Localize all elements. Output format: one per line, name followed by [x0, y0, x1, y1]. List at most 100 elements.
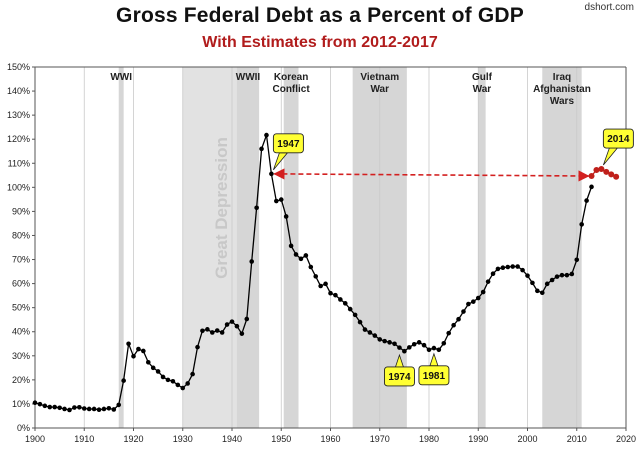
data-point [239, 331, 245, 336]
data-point [219, 330, 225, 335]
chart-title: Gross Federal Debt as a Percent of GDP [116, 4, 524, 27]
x-tick-label: 1950 [271, 434, 291, 444]
x-tick-label: 2010 [567, 434, 587, 444]
data-point [603, 168, 610, 175]
data-point [539, 290, 545, 296]
period-label: Great Depression [212, 137, 231, 279]
data-point [564, 272, 570, 278]
data-point [328, 290, 333, 296]
data-point [397, 345, 402, 350]
y-tick-label: 80% [12, 230, 30, 240]
data-point [190, 371, 195, 377]
data-point [382, 338, 387, 344]
callouts: 1947 2014 1974 1981 [272, 128, 634, 387]
data-point [288, 243, 294, 249]
data-point [593, 167, 600, 174]
x-tick-label: 1930 [173, 434, 193, 444]
data-point [52, 404, 57, 410]
data-point [579, 222, 584, 227]
y-tick-label: 40% [12, 327, 30, 337]
callout-1947: 1947 [272, 133, 304, 171]
data-point [126, 341, 131, 347]
period-label-line: WWI [110, 72, 132, 83]
period-label-line: Afghanistan [533, 84, 591, 95]
x-tick-label: 1970 [370, 434, 390, 444]
data-point [372, 333, 378, 338]
data-point [333, 292, 338, 298]
period-label-line: War [370, 84, 389, 95]
data-point [195, 344, 200, 350]
callout-label: 1981 [423, 371, 446, 382]
data-point [490, 271, 496, 277]
data-point [111, 407, 117, 412]
data-point [160, 374, 166, 380]
y-tick-label: 60% [12, 279, 30, 289]
data-point [588, 173, 595, 180]
data-point [200, 328, 205, 334]
x-tick-label: 1990 [468, 434, 488, 444]
callout-box [272, 133, 304, 154]
data-point [485, 279, 491, 284]
callout-box [418, 365, 450, 386]
data-point [274, 198, 279, 204]
data-point [165, 377, 171, 383]
data-point [229, 319, 235, 324]
data-point [145, 359, 151, 365]
data-point [234, 323, 240, 329]
data-point [214, 328, 220, 333]
data-point [338, 297, 343, 302]
period-label: Vietnam War [360, 72, 399, 95]
callout-label: 1974 [388, 372, 411, 383]
data-point [589, 184, 594, 190]
shaded-periods [118, 67, 582, 428]
data-point [411, 341, 417, 347]
period-label-line: WWII [236, 72, 261, 83]
y-tick-label: 70% [12, 255, 30, 265]
data-point [318, 283, 323, 289]
period-label: Gulf War [472, 72, 493, 95]
data-point [37, 401, 43, 407]
data-point [347, 306, 353, 312]
y-tick-label: 90% [12, 206, 30, 216]
data-point [131, 353, 136, 359]
y-tick-label: 150% [7, 62, 30, 72]
data-point [101, 406, 107, 412]
data-point [210, 330, 215, 335]
data-point [175, 382, 181, 388]
callout-label: 2014 [607, 134, 630, 145]
data-point [500, 265, 506, 271]
series [32, 132, 620, 413]
data-point [81, 406, 87, 411]
x-tick-label: 1900 [25, 434, 45, 444]
data-point [180, 385, 186, 391]
y-tick-label: 130% [7, 110, 30, 120]
y-tick-label: 100% [7, 182, 30, 192]
period-label: WWI [110, 72, 132, 83]
data-point [150, 365, 156, 371]
y-tick-label: 0% [17, 423, 30, 433]
data-point [116, 402, 122, 408]
data-point [185, 381, 190, 386]
y-tick-label: 30% [12, 351, 30, 361]
data-point [461, 309, 466, 314]
data-point [392, 341, 397, 347]
data-point [362, 327, 368, 332]
data-point [298, 256, 304, 262]
data-point [569, 271, 575, 277]
data-point [205, 327, 210, 332]
callout-1974: 1974 [384, 353, 415, 387]
y-tick-label: 120% [7, 134, 30, 144]
data-point [249, 259, 254, 264]
period-labels: WWI Great Depression WWII Korean Conflict Vie… [110, 72, 591, 279]
x-tick-label: 1980 [419, 434, 439, 444]
data-point [244, 316, 250, 322]
callout-box [602, 128, 634, 149]
data-point [584, 198, 589, 203]
data-point [598, 166, 605, 173]
data-point [259, 146, 264, 152]
period-label-line: Vietnam [360, 72, 399, 83]
data-point [303, 253, 309, 258]
data-point [475, 295, 481, 301]
x-tick-label: 1960 [320, 434, 340, 444]
x-tick-label: 2000 [517, 434, 537, 444]
